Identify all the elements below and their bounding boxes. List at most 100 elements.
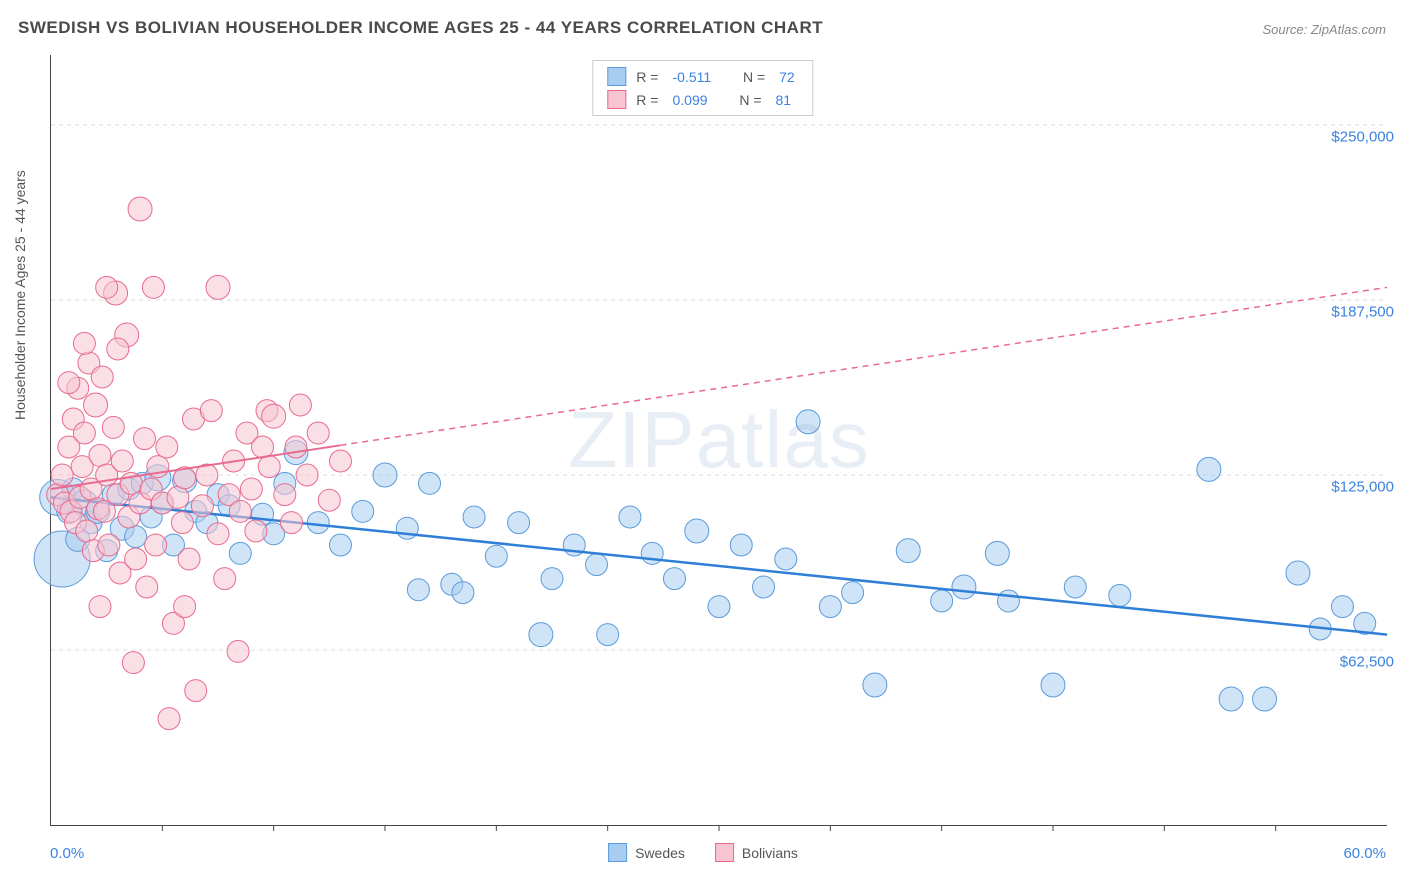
data-point <box>863 673 887 697</box>
data-point <box>185 680 207 702</box>
legend-swatch <box>608 843 627 862</box>
legend-swatch <box>607 67 626 86</box>
data-point <box>111 450 133 472</box>
data-point <box>125 526 147 548</box>
chart-svg <box>51 55 1387 825</box>
data-point <box>102 416 124 438</box>
corr-r-label: R = <box>636 69 658 85</box>
data-point <box>307 422 329 444</box>
corr-legend-row: R = 0.099 N = 81 <box>593 88 812 111</box>
data-point <box>136 576 158 598</box>
data-point <box>262 404 286 428</box>
data-point <box>76 520 98 542</box>
corr-n-value: 72 <box>779 69 795 85</box>
legend-item: Bolivians <box>715 843 798 862</box>
data-point <box>329 450 351 472</box>
data-point <box>685 519 709 543</box>
trend-line-extrapolated <box>340 287 1387 445</box>
data-point <box>352 500 374 522</box>
data-point <box>84 393 108 417</box>
y-axis-label: Householder Income Ages 25 - 44 years <box>12 170 28 420</box>
data-point <box>508 512 530 534</box>
data-point <box>206 275 230 299</box>
y-tick-label: $250,000 <box>1331 129 1394 146</box>
data-point <box>452 582 474 604</box>
data-point <box>142 276 164 298</box>
data-point <box>280 512 302 534</box>
data-point <box>1286 561 1310 585</box>
corr-legend-row: R = -0.511 N = 72 <box>593 65 812 88</box>
data-point <box>145 534 167 556</box>
data-point <box>73 422 95 444</box>
data-point <box>167 486 189 508</box>
data-point <box>796 410 820 434</box>
data-point <box>819 596 841 618</box>
data-point <box>289 394 311 416</box>
data-point <box>1331 596 1353 618</box>
data-point <box>708 596 730 618</box>
data-point <box>285 436 307 458</box>
data-point <box>753 576 775 598</box>
data-point <box>214 568 236 590</box>
series-legend: Swedes Bolivians <box>608 843 798 862</box>
data-point <box>1253 687 1277 711</box>
data-point <box>896 539 920 563</box>
chart-title: SWEDISH VS BOLIVIAN HOUSEHOLDER INCOME A… <box>18 18 823 38</box>
data-point <box>985 541 1009 565</box>
data-point <box>463 506 485 528</box>
data-point <box>842 582 864 604</box>
data-point <box>207 523 229 545</box>
data-point <box>541 568 563 590</box>
corr-n-value: 81 <box>776 92 792 108</box>
data-point <box>952 575 976 599</box>
data-point <box>586 554 608 576</box>
y-tick-label: $125,000 <box>1331 479 1394 496</box>
data-point <box>178 548 200 570</box>
data-point <box>107 338 129 360</box>
legend-swatch <box>715 843 734 862</box>
data-point <box>597 624 619 646</box>
legend-item: Swedes <box>608 843 685 862</box>
data-point <box>619 506 641 528</box>
source-credit: Source: ZipAtlas.com <box>1262 22 1386 37</box>
data-point <box>171 512 193 534</box>
data-point <box>89 444 111 466</box>
legend-swatch <box>607 90 626 109</box>
legend-label: Bolivians <box>742 845 798 861</box>
y-tick-label: $62,500 <box>1340 654 1394 671</box>
corr-r-value: 0.099 <box>672 92 707 108</box>
data-point <box>128 197 152 221</box>
data-point <box>89 596 111 618</box>
data-point <box>307 512 329 534</box>
corr-r-label: R = <box>636 92 658 108</box>
data-point <box>156 436 178 458</box>
corr-r-value: -0.511 <box>672 69 711 85</box>
data-point <box>252 436 274 458</box>
data-point <box>529 623 553 647</box>
data-point <box>1219 687 1243 711</box>
data-point <box>73 332 95 354</box>
legend-label: Swedes <box>635 845 685 861</box>
data-point <box>191 495 213 517</box>
data-point <box>997 590 1019 612</box>
data-point <box>485 545 507 567</box>
y-tick-label: $187,500 <box>1331 304 1394 321</box>
correlation-legend: R = -0.511 N = 72 R = 0.099 N = 81 <box>592 60 813 116</box>
plot-area: ZIPatlas <box>50 55 1387 826</box>
data-point <box>318 489 340 511</box>
data-point <box>1109 584 1131 606</box>
data-point <box>125 548 147 570</box>
data-point <box>229 542 251 564</box>
data-point <box>1197 457 1221 481</box>
data-point <box>296 464 318 486</box>
data-point <box>245 520 267 542</box>
data-point <box>200 400 222 422</box>
data-point <box>58 372 80 394</box>
data-point <box>229 500 251 522</box>
corr-n-label: N = <box>743 69 765 85</box>
data-point <box>730 534 752 556</box>
data-point <box>227 640 249 662</box>
data-point <box>775 548 797 570</box>
data-point <box>158 708 180 730</box>
corr-n-label: N = <box>739 92 761 108</box>
